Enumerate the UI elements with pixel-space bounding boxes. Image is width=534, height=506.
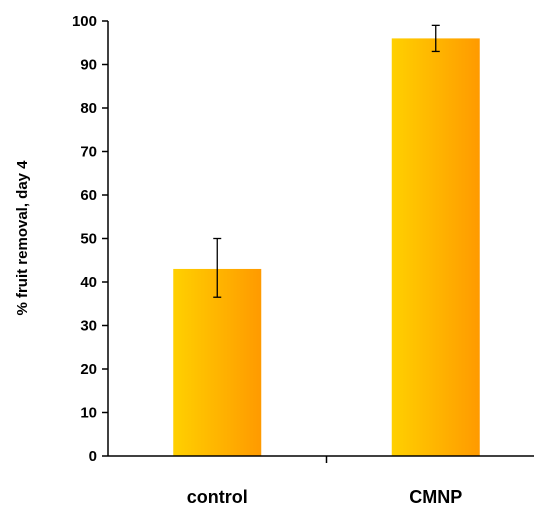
y-tick-label: 0 — [89, 448, 97, 465]
y-tick-label: 70 — [80, 144, 97, 161]
y-tick-label: 50 — [80, 231, 97, 248]
error-bars — [213, 24, 440, 298]
error-bar-control — [213, 237, 222, 298]
error-bar-cmnp — [431, 24, 440, 53]
bars — [173, 38, 480, 457]
bar-cmnp — [391, 38, 480, 457]
y-tick-label: 30 — [80, 318, 97, 335]
y-tick-label: 60 — [80, 187, 97, 204]
y-tick-label: 80 — [80, 100, 97, 117]
y-tick-label: 20 — [80, 361, 97, 378]
category-labels: control CMNP — [187, 487, 463, 506]
y-tick-label: 90 — [80, 57, 97, 74]
category-label: CMNP — [409, 487, 462, 506]
bar-control — [173, 268, 262, 456]
y-axis-title: % fruit removal, day 4 — [14, 160, 31, 316]
y-tick-label: 10 — [80, 405, 97, 422]
y-tick-label: 40 — [80, 274, 97, 291]
y-axis-ticks: 0 10 20 30 40 50 60 70 80 90 100 — [72, 13, 328, 465]
y-tick-label: 100 — [72, 13, 97, 30]
category-label: control — [187, 487, 248, 506]
